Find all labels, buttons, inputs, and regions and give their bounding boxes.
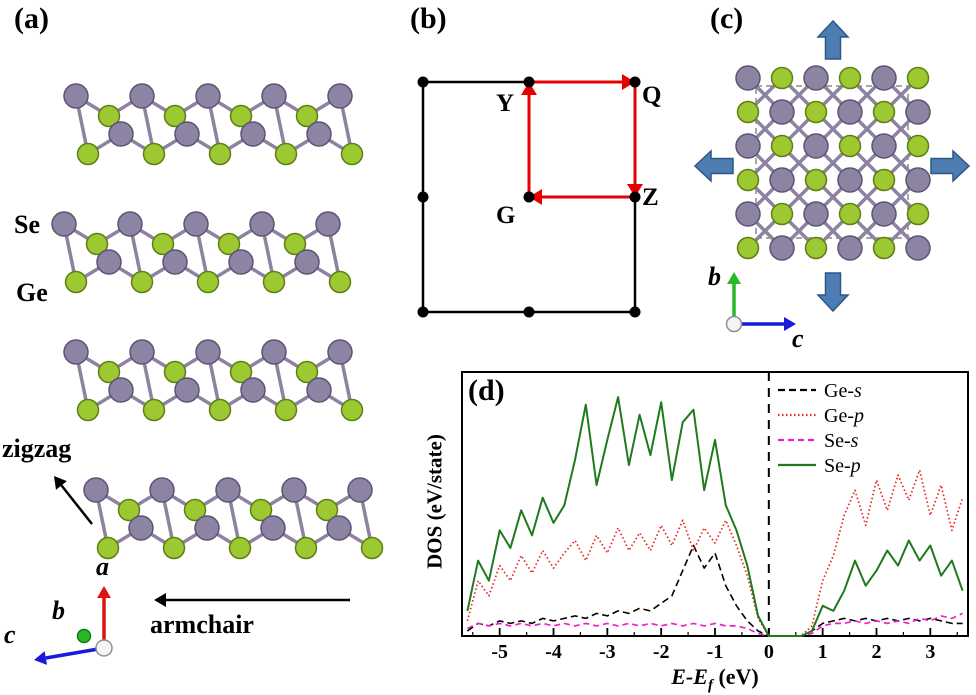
xlabel-energy: E-E (671, 664, 708, 689)
brillouin-zone-svg (417, 74, 643, 318)
top-view-svg (693, 19, 971, 333)
panel-a-structure: (a) Se Ge zigzag armchair a b c (0, 0, 400, 695)
bz-point-Z: Z (642, 184, 659, 211)
axis-c-label-c: c (792, 324, 804, 353)
dos-yaxis-label: DOS (eV/state) (422, 434, 447, 569)
axis-c-label: c (4, 620, 16, 649)
crystal-structure-svg (34, 83, 384, 665)
svg-text:Se-s: Se-s (824, 430, 859, 452)
svg-text:0: 0 (764, 641, 774, 663)
svg-text:Ge-p: Ge-p (824, 405, 864, 427)
axis-a-label: a (96, 552, 109, 581)
svg-text:-4: -4 (545, 641, 562, 663)
armchair-label: armchair (150, 610, 254, 639)
svg-text:3: 3 (925, 641, 935, 663)
axis-b-label-c: b (708, 262, 721, 291)
svg-text:2: 2 (871, 641, 881, 663)
zigzag-label: zigzag (2, 434, 72, 463)
panel-d-label: (d) (468, 374, 505, 407)
bz-point-Q: Q (642, 82, 662, 109)
dos-xaxis-label: E-Ef (eV) (462, 664, 968, 694)
svg-text:-5: -5 (491, 641, 508, 663)
xlabel-fermi-sub: f (707, 677, 713, 694)
svg-text:-3: -3 (599, 641, 616, 663)
bz-point-G: G (496, 202, 516, 229)
svg-text:Ge-s: Ge-s (824, 380, 862, 402)
svg-text:-1: -1 (707, 641, 724, 663)
axis-b-label: b (52, 596, 65, 625)
bz-point-Y: Y (496, 90, 515, 117)
ge-atom-label: Ge (16, 278, 48, 307)
panel-a-label: (a) (14, 2, 49, 35)
panel-c-label: (c) (710, 2, 744, 35)
svg-text:-2: -2 (653, 641, 670, 663)
panel-d-dos-chart: -5 -4 -3 -2 -1 0 1 2 3 Ge-s Ge-p Se-s Se-p (d) DOS (… (420, 364, 976, 695)
panel-b-brillouin-zone: (b) Y Q G Z (398, 0, 688, 365)
panel-c-top-view: (c) b c (690, 0, 976, 368)
se-atom-label: Se (14, 210, 40, 239)
svg-text:Se-p: Se-p (824, 455, 861, 477)
dos-chart-svg: -5 -4 -3 -2 -1 0 1 2 3 Ge-s Ge-p Se-s Se-p (461, 371, 969, 663)
xlabel-unit: (eV) (712, 664, 759, 689)
svg-text:1: 1 (818, 641, 828, 663)
panel-b-label: (b) (410, 2, 447, 35)
